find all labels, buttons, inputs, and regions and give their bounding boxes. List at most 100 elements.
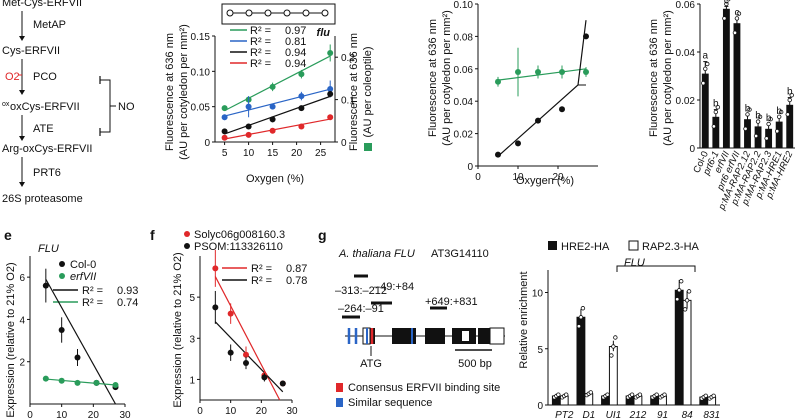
legend-dot-psom xyxy=(184,243,190,249)
pathway-node-oxcys-erfvii: oxCys-ERFVII xyxy=(10,101,80,113)
exon xyxy=(478,328,490,344)
panel-b-y2label-1: Fluorescence at 636 nm xyxy=(348,33,360,151)
data-point xyxy=(42,282,49,289)
category-label: UI1 xyxy=(606,410,622,419)
replicate-point xyxy=(588,390,593,395)
data-point xyxy=(269,103,276,110)
y-tick-label: 0.06 xyxy=(676,0,696,11)
data-point xyxy=(327,49,334,56)
replicate-point xyxy=(764,136,769,141)
ate-label: ATE xyxy=(33,123,54,135)
y-tick-label: 5 xyxy=(189,293,195,304)
panel-b-plot: 0 0.05 0.10 0.15 0 0.1 0.2 5 10 15 20 25 xyxy=(191,32,356,159)
panel-e-plot: 2 4 6 0 10 20 30 xyxy=(19,256,131,419)
flu-inset-point xyxy=(283,9,291,17)
data-point xyxy=(515,69,521,76)
fragment-label: +649:+831 xyxy=(425,296,478,308)
replicate-point xyxy=(556,392,561,397)
data-point xyxy=(535,117,541,124)
panel-b-ylabel-2: (AU per cotyledon per mm²) xyxy=(178,24,190,160)
bar xyxy=(682,299,692,406)
scale-label: 500 bp xyxy=(458,358,492,370)
panel-b-ylabel-1: Fluorescence at 636 nm xyxy=(164,33,176,151)
significance-letter: b xyxy=(745,103,751,114)
flu-inset-point xyxy=(321,9,329,17)
panel-e: e FLU Expression (relative to 21% O2) Co… xyxy=(4,227,138,419)
r2-prefix: R² = xyxy=(250,25,271,37)
r2-value-solyc: 0.87 xyxy=(286,263,307,275)
data-point xyxy=(221,114,228,121)
panel-g-letter: g xyxy=(318,227,327,243)
x-tick-label: 5 xyxy=(222,148,228,159)
data-point xyxy=(535,69,541,76)
replicate-point xyxy=(576,324,582,329)
exon-utr xyxy=(489,327,505,345)
y-tick-label: 0.02 xyxy=(676,96,696,107)
x-tick-label: 25 xyxy=(315,148,327,159)
significance-letter: b xyxy=(766,113,772,124)
replicate-point xyxy=(677,288,682,293)
replicate-point xyxy=(734,16,740,21)
bar xyxy=(576,316,586,406)
pathway-node-cys-erfvii: Cys-ERFVII xyxy=(2,45,60,57)
category-label: 84 xyxy=(682,410,694,419)
data-point xyxy=(245,131,252,138)
replicate-point xyxy=(611,344,616,349)
significance-letter: b xyxy=(787,87,793,98)
r2-value-red: 0.94 xyxy=(285,58,306,70)
replicate-point xyxy=(753,133,759,139)
data-point xyxy=(227,349,234,356)
x-tick-label: 20 xyxy=(256,406,268,417)
r2-prefix: R² = xyxy=(250,47,271,59)
data-point xyxy=(74,379,81,386)
x-tick-label: 20 xyxy=(291,148,303,159)
exon xyxy=(425,328,445,344)
replicate-point xyxy=(662,392,667,397)
panel-b: Fluorescence at 636 nm (AU per cotyledon… xyxy=(164,3,374,185)
replicate-point xyxy=(703,393,708,398)
exon-gap xyxy=(462,331,469,341)
legend-dot-col0 xyxy=(59,261,65,267)
flu-inset-series xyxy=(226,9,329,17)
y-tick-label: 0.10 xyxy=(454,0,474,11)
data-point xyxy=(212,304,219,311)
data-point xyxy=(327,114,334,121)
x-tick-label: 0 xyxy=(475,172,481,183)
replicate-point xyxy=(675,297,680,302)
data-point xyxy=(583,33,589,40)
category-label: 831 xyxy=(703,410,720,419)
y2-tick-label: 0.2 xyxy=(341,53,355,64)
data-point xyxy=(559,69,565,76)
panel-f-ylabel: Expression (relative to 21% O2) xyxy=(172,252,184,407)
r2-value-black: 0.94 xyxy=(285,47,306,59)
flu-bracket-label: FLU xyxy=(624,257,645,269)
replicate-point xyxy=(778,109,784,115)
replicate-point xyxy=(724,1,729,7)
y-tick-label: 4 xyxy=(19,315,25,326)
arrowhead-icon xyxy=(19,182,25,187)
o2-label: O2 xyxy=(5,71,20,83)
similar-legend-swatch xyxy=(336,398,343,407)
y-tick-label: 0 xyxy=(689,144,695,155)
x-tick-label: 0 xyxy=(27,410,33,419)
panel-d-ylabel-2: (AU per cotyledon per mm²) xyxy=(662,10,674,146)
y-tick-label: 0.06 xyxy=(454,65,474,76)
replicate-point xyxy=(722,16,727,21)
panel-d: Fluorescence at 636 nm (AU per cotyledon… xyxy=(648,0,796,213)
atg-label: ATG xyxy=(360,358,382,370)
data-point xyxy=(58,327,65,333)
r2-value-green: 0.97 xyxy=(285,25,306,37)
data-point xyxy=(269,116,276,123)
prt6-label: PRT6 xyxy=(33,167,61,179)
y-tick-label: 0.02 xyxy=(454,130,474,141)
replicate-point xyxy=(747,107,752,112)
y-tick-label: 0 xyxy=(204,138,210,149)
panel-c-ylabel-1: Fluorescence at 636 nm xyxy=(427,19,439,137)
data-point xyxy=(221,134,228,141)
category-label: 212 xyxy=(629,410,647,419)
y-tick-label: 0.04 xyxy=(676,48,696,59)
data-point xyxy=(243,359,249,366)
regression-line xyxy=(224,118,331,140)
significance-letter: c xyxy=(724,0,729,6)
legend-solyc: Solyc06g008160.3 xyxy=(194,229,285,241)
